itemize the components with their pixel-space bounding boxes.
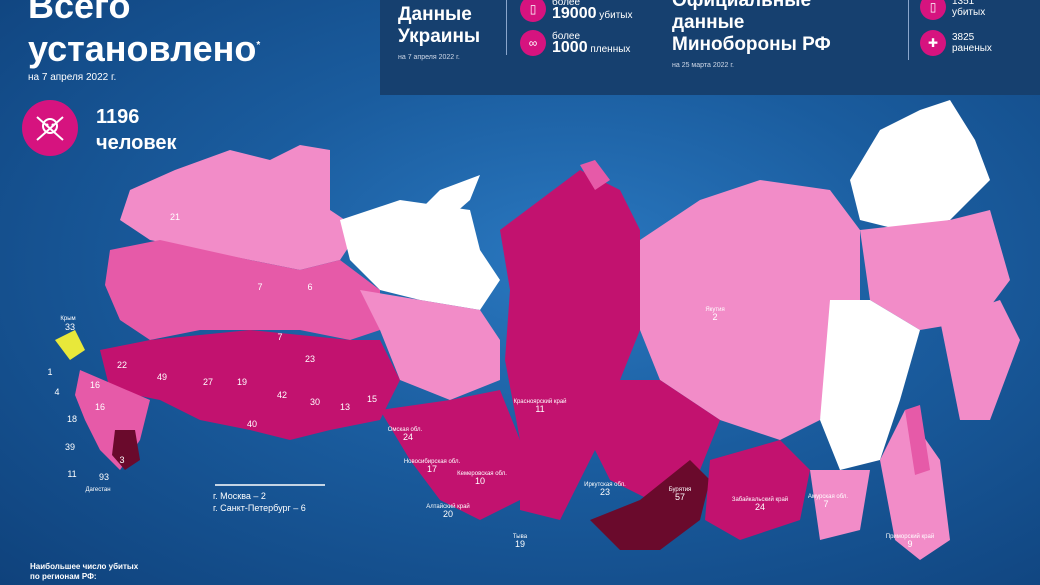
region-value: 9 [907,539,912,549]
region-value: 18 [67,414,77,424]
region-name: Якутия [705,307,724,313]
region-name: Кемеровская обл. [457,471,507,477]
region-value: 7 [823,499,828,509]
region-value: 2 [712,312,717,322]
region-value: 11 [535,404,544,414]
region-value: 19 [515,539,525,549]
region-primorye [880,410,950,560]
tombstone-icon: ▯ [520,0,546,22]
region-value: 16 [95,402,105,412]
region-chukotka [850,100,990,230]
bandage-icon: ✚ [920,30,946,56]
region-khabarovsk [820,300,920,470]
mod-title: Официальные данные Минобороны РФ на 25 м… [672,0,831,69]
region-value: 23 [600,487,610,497]
region-yamal [340,200,500,310]
mod-stats: ▯ 1351 убитых ✚ 3825 раненых [920,0,992,56]
region-value: 11 [67,469,76,479]
ukraine-killed: ▯ более 19000 убитых [520,0,632,22]
region-value: 24 [403,432,413,442]
region-value: 7 [257,282,262,292]
region-value: 49 [157,372,167,382]
region-name: Забайкальский край [732,496,788,503]
region-value: 33 [65,322,75,332]
region-value: 3 [119,455,124,465]
region-value: 42 [277,390,287,400]
ukraine-captured: ∞ более 1000 пленных [520,30,632,56]
region-severnaya-zemlya [580,160,610,190]
region-value: 10 [475,476,485,486]
region-zabaikal [705,440,810,540]
region-value: 24 [755,502,765,512]
region-name: Омская обл. [388,427,423,433]
region-name: Тыва [513,534,528,540]
region-novaya-zemlya [400,175,480,235]
ukraine-title: Данные Украины на 7 апреля 2022 г. [398,4,481,61]
region-tyumen [360,290,500,400]
region-value: 40 [247,419,257,429]
region-kamchatka [940,300,1020,420]
region-amur [810,470,870,540]
region-name: Бурятия [669,487,692,493]
region-value: 17 [427,464,437,474]
region-value: 21 [170,212,180,222]
divider [506,0,507,55]
region-buryatia [590,460,710,550]
region-name: Иркутская обл. [584,482,626,488]
region-north [120,145,360,270]
region-central [105,240,380,340]
region-name: Крым [60,316,75,322]
region-dagestan [112,430,140,470]
skull-crossbones-icon [22,100,78,156]
region-value: 39 [65,442,75,452]
region-value: 13 [340,402,350,412]
region-name: Алтайский край [426,503,470,510]
region-sakhalin [905,405,930,475]
region-value: 16 [90,380,100,390]
ukraine-stats: ▯ более 19000 убитых ∞ более 1000 пленных [520,0,632,56]
region-value: 30 [310,397,320,407]
region-value: 7 [277,332,282,342]
cities-note: г. Москва – 2 г. Санкт-Петербург – 6 [213,491,306,513]
region-magadan [860,210,1010,330]
stats-panel: Данные Украины на 7 апреля 2022 г. ▯ боле… [380,0,1040,95]
region-volga [100,330,400,440]
headline-date: на 7 апреля 2022 г. [28,72,117,83]
region-value: 20 [443,509,453,519]
region-name: Новосибирская обл. [404,459,461,465]
region-value: 93 [99,472,109,482]
region-value: 6 [307,282,312,292]
region-value: 22 [117,360,127,370]
handcuffs-icon: ∞ [520,30,546,56]
region-value: 15 [367,394,377,404]
total-count: 1196 человек [96,106,177,154]
region-value: 19 [237,377,247,387]
headline-title: Всего установлено* [28,0,261,69]
region-siberia-south [380,390,520,520]
mod-wounded: ✚ 3825 раненых [920,30,992,56]
region-value: 4 [54,387,59,397]
footer-caption: Наибольшее число убитых по регионам РФ: [30,562,139,581]
region-name: Приморский край [886,533,934,540]
region-crimea [55,330,85,360]
region-name: Амурская обл. [808,494,848,500]
region-value: 27 [203,377,213,387]
region-name: Красноярский край [513,398,566,405]
mod-killed: ▯ 1351 убитых [920,0,992,20]
region-value: 23 [305,354,315,364]
region-krasnoyarsk [500,170,640,520]
divider [908,0,909,60]
region-name: Дагестан [85,487,110,493]
region-value: 57 [675,492,685,502]
region-yakutia [640,180,860,440]
tombstone-icon: ▯ [920,0,946,20]
region-value: 1 [47,367,52,377]
